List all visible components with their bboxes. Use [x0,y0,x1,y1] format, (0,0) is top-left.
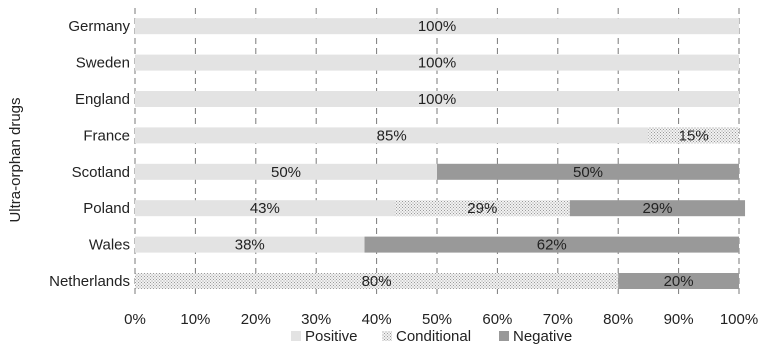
bar-segment-conditional [648,127,739,144]
bar-segment-positive [135,163,437,180]
bar-segment-positive [135,236,365,253]
bar-segment-conditional [135,273,619,289]
x-tick-labels: 0% 10% 20% 30% 40% 50% 60% 70% 80% 90% 100% [124,311,758,328]
category-label: England [75,91,130,108]
data-label: 80% [362,273,392,290]
legend: Positive Conditional Negative [291,328,572,345]
x-tick-label: 60% [482,311,512,328]
bar-segment-negative [618,273,739,289]
category-label: Sweden [76,55,130,72]
data-label: 20% [664,273,694,290]
category-label: Germany [68,18,130,35]
legend-label: Negative [513,328,572,345]
data-label: 50% [573,164,603,181]
legend-label: Positive [305,328,358,345]
bar-segment-negative [569,200,746,217]
bar-segment-positive [135,127,649,144]
data-label: 50% [271,164,301,181]
legend-swatch-positive [291,331,301,341]
bar-segment-positive [135,54,739,71]
data-label: 43% [250,200,280,217]
data-label: 15% [679,127,709,144]
data-label: 29% [467,200,497,217]
x-tick-label: 0% [124,311,146,328]
bar-segment-positive [135,200,395,217]
legend-swatch-negative [499,331,509,341]
y-axis-title: Ultra-orphan drugs [7,97,24,222]
bars [135,18,746,289]
data-label: 100% [418,55,456,72]
legend-swatch-conditional [382,331,392,341]
legend-label: Conditional [396,328,471,345]
bar-segment-negative [437,163,739,180]
x-tick-label: 30% [301,311,331,328]
data-label: 38% [235,237,265,254]
x-tick-label: 90% [664,311,694,328]
data-label: 100% [418,91,456,108]
category-labels: Germany Sweden England France Scotland Poland… [49,18,130,290]
x-tick-label: 20% [241,311,271,328]
x-tick-label: 100% [720,311,758,328]
grid-lines [134,8,740,298]
data-label: 62% [537,237,567,254]
category-label: Netherlands [49,273,130,290]
bar-segment-positive [135,18,739,35]
x-tick-label: 50% [422,311,452,328]
x-tick-label: 40% [362,311,392,328]
category-label: Scotland [72,164,130,181]
data-label: 29% [642,200,672,217]
x-tick-label: 10% [180,311,210,328]
bar-segment-positive [135,91,739,107]
data-label: 85% [377,127,407,144]
category-label: Wales [89,237,130,254]
x-tick-label: 70% [543,311,573,328]
data-label: 100% [418,18,456,35]
x-tick-label: 80% [603,311,633,328]
category-label: Poland [83,200,130,217]
category-label: France [83,127,130,144]
bar-segment-conditional [394,200,570,217]
bar-segment-negative [364,236,739,253]
data-labels: 100% 100% 100% 85% 15% 50% 50% 43% 29% 29% 38% 62% 8… [235,18,709,290]
